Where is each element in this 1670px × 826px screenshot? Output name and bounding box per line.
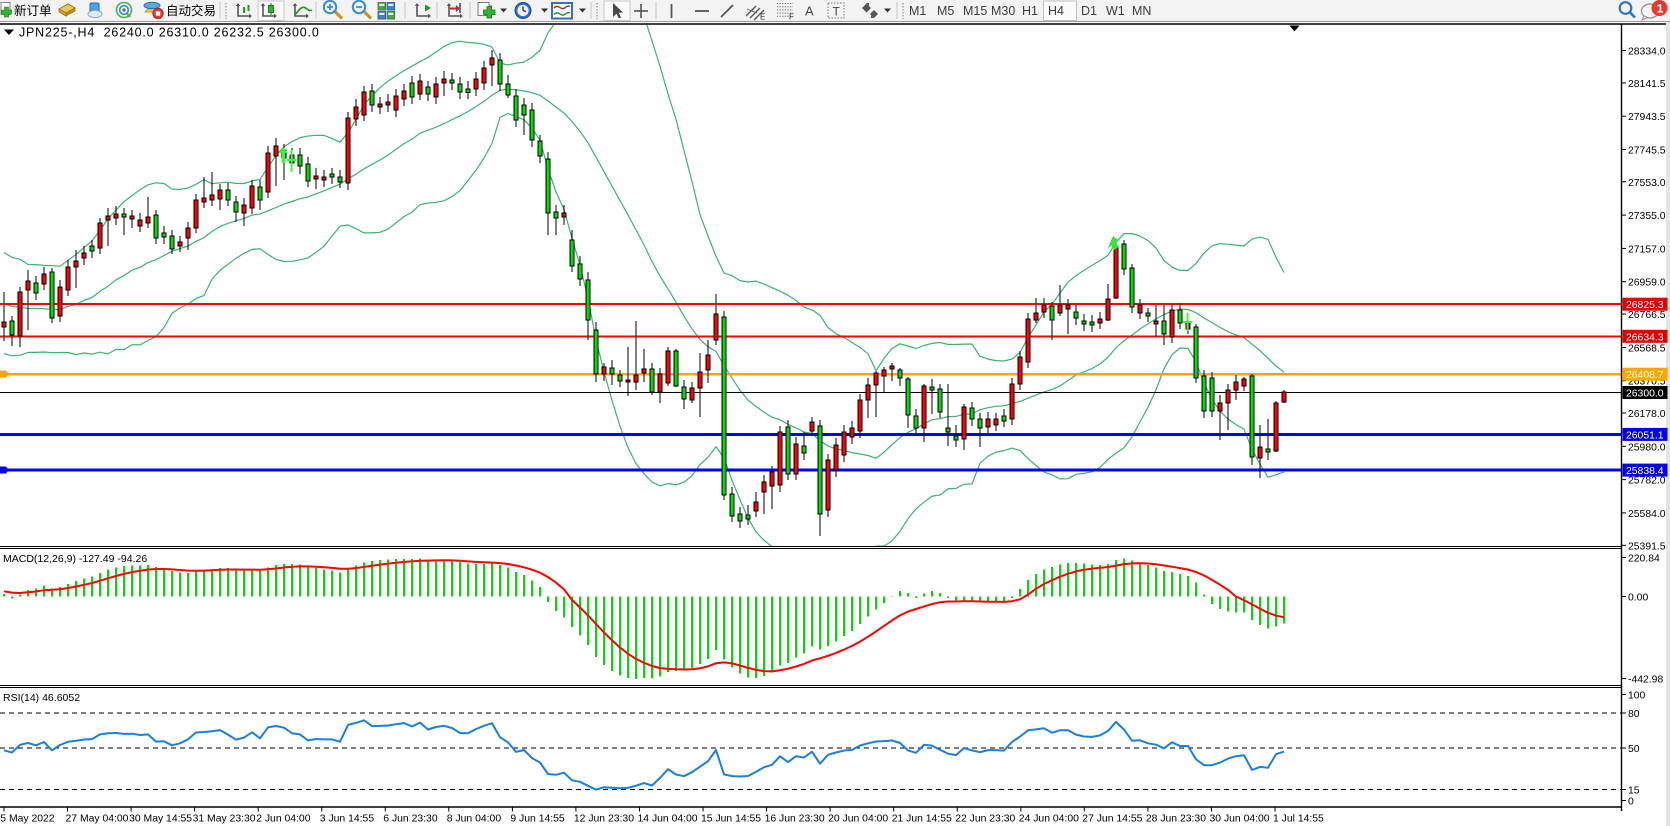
svg-text:26634.3: 26634.3 (1626, 332, 1664, 343)
svg-text:27157.0: 27157.0 (1628, 244, 1666, 255)
svg-text:21 Jun 14:55: 21 Jun 14:55 (892, 814, 952, 825)
svg-text:12 Jun 23:30: 12 Jun 23:30 (574, 814, 634, 825)
svg-text:0: 0 (1628, 797, 1634, 808)
svg-text:H1: H1 (1022, 4, 1038, 18)
svg-text:27553.0: 27553.0 (1628, 178, 1666, 189)
svg-text:M30: M30 (991, 4, 1015, 18)
svg-text:1: 1 (1657, 2, 1664, 16)
svg-text:26370.5: 26370.5 (1628, 377, 1666, 388)
svg-text:26178.0: 26178.0 (1628, 409, 1666, 420)
svg-text:25 May 2022: 25 May 2022 (0, 814, 55, 825)
svg-text:M1: M1 (909, 4, 926, 18)
svg-text:W1: W1 (1106, 4, 1125, 18)
svg-text:28 Jun 23:30: 28 Jun 23:30 (1146, 814, 1206, 825)
svg-text:25838.4: 25838.4 (1626, 466, 1664, 477)
svg-text:25980.0: 25980.0 (1628, 442, 1666, 453)
svg-text:E: E (760, 13, 765, 22)
svg-text:25584.0: 25584.0 (1628, 509, 1666, 520)
svg-text:26051.1: 26051.1 (1626, 430, 1664, 441)
svg-text:25782.0: 25782.0 (1628, 476, 1666, 487)
svg-text:自动交易: 自动交易 (166, 3, 216, 18)
svg-text:27745.5: 27745.5 (1628, 146, 1666, 157)
svg-text:26408.7: 26408.7 (1626, 370, 1664, 381)
svg-text:JPN225-,H4 26240.0 26310.0 26: JPN225-,H4 26240.0 26310.0 26232.5 26300… (19, 26, 320, 40)
svg-text:1 Jul 14:55: 1 Jul 14:55 (1273, 814, 1324, 825)
svg-text:D1: D1 (1081, 4, 1097, 18)
svg-text:MACD(12,26,9) -127.49 -94.26: MACD(12,26,9) -127.49 -94.26 (3, 553, 147, 565)
svg-text:0.00: 0.00 (1628, 593, 1648, 604)
svg-text:15: 15 (1628, 786, 1640, 797)
svg-text:15 Jun 14:55: 15 Jun 14:55 (701, 814, 761, 825)
svg-text:27 Jun 14:55: 27 Jun 14:55 (1082, 814, 1142, 825)
svg-text:28334.0: 28334.0 (1628, 47, 1666, 58)
svg-text:27 May 04:00: 27 May 04:00 (66, 814, 129, 825)
svg-text:22 Jun 23:30: 22 Jun 23:30 (955, 814, 1015, 825)
svg-text:24 Jun 04:00: 24 Jun 04:00 (1019, 814, 1079, 825)
svg-text:30 Jun 04:00: 30 Jun 04:00 (1210, 814, 1270, 825)
svg-text:20 Jun 04:00: 20 Jun 04:00 (828, 814, 888, 825)
svg-text:9 Jun 14:55: 9 Jun 14:55 (510, 814, 565, 825)
svg-text:31 May 23:30: 31 May 23:30 (193, 814, 256, 825)
svg-text:MN: MN (1132, 4, 1151, 18)
svg-text:RSI(14) 46.6052: RSI(14) 46.6052 (3, 692, 80, 704)
svg-text:26825.3: 26825.3 (1626, 300, 1664, 311)
svg-text:-442.98: -442.98 (1628, 675, 1663, 686)
svg-text:26300.0: 26300.0 (1626, 389, 1664, 400)
svg-text:T: T (833, 5, 841, 19)
svg-text:M5: M5 (937, 4, 954, 18)
svg-text:H4: H4 (1048, 4, 1064, 18)
svg-text:16 Jun 23:30: 16 Jun 23:30 (765, 814, 825, 825)
svg-text:80: 80 (1628, 709, 1640, 720)
svg-text:26568.5: 26568.5 (1628, 343, 1666, 354)
svg-text:2 Jun 04:00: 2 Jun 04:00 (256, 814, 311, 825)
svg-text:新订单: 新订单 (14, 3, 52, 18)
svg-text:F: F (789, 13, 794, 22)
svg-text:8 Jun 04:00: 8 Jun 04:00 (447, 814, 502, 825)
svg-text:220.84: 220.84 (1628, 554, 1660, 565)
svg-text:26959.0: 26959.0 (1628, 278, 1666, 289)
svg-text:26766.5: 26766.5 (1628, 310, 1666, 321)
svg-text:27355.0: 27355.0 (1628, 211, 1666, 222)
svg-text:28141.5: 28141.5 (1628, 79, 1666, 90)
svg-text:3 Jun 14:55: 3 Jun 14:55 (320, 814, 375, 825)
svg-text:100: 100 (1628, 691, 1646, 702)
svg-text:6 Jun 23:30: 6 Jun 23:30 (383, 814, 438, 825)
svg-text:27943.5: 27943.5 (1628, 112, 1666, 123)
svg-text:30 May 14:55: 30 May 14:55 (129, 814, 192, 825)
svg-text:A: A (805, 4, 814, 19)
svg-text:25391.5: 25391.5 (1628, 541, 1666, 552)
svg-text:M15: M15 (963, 4, 987, 18)
svg-text:50: 50 (1628, 744, 1640, 755)
svg-text:14 Jun 04:00: 14 Jun 04:00 (638, 814, 698, 825)
